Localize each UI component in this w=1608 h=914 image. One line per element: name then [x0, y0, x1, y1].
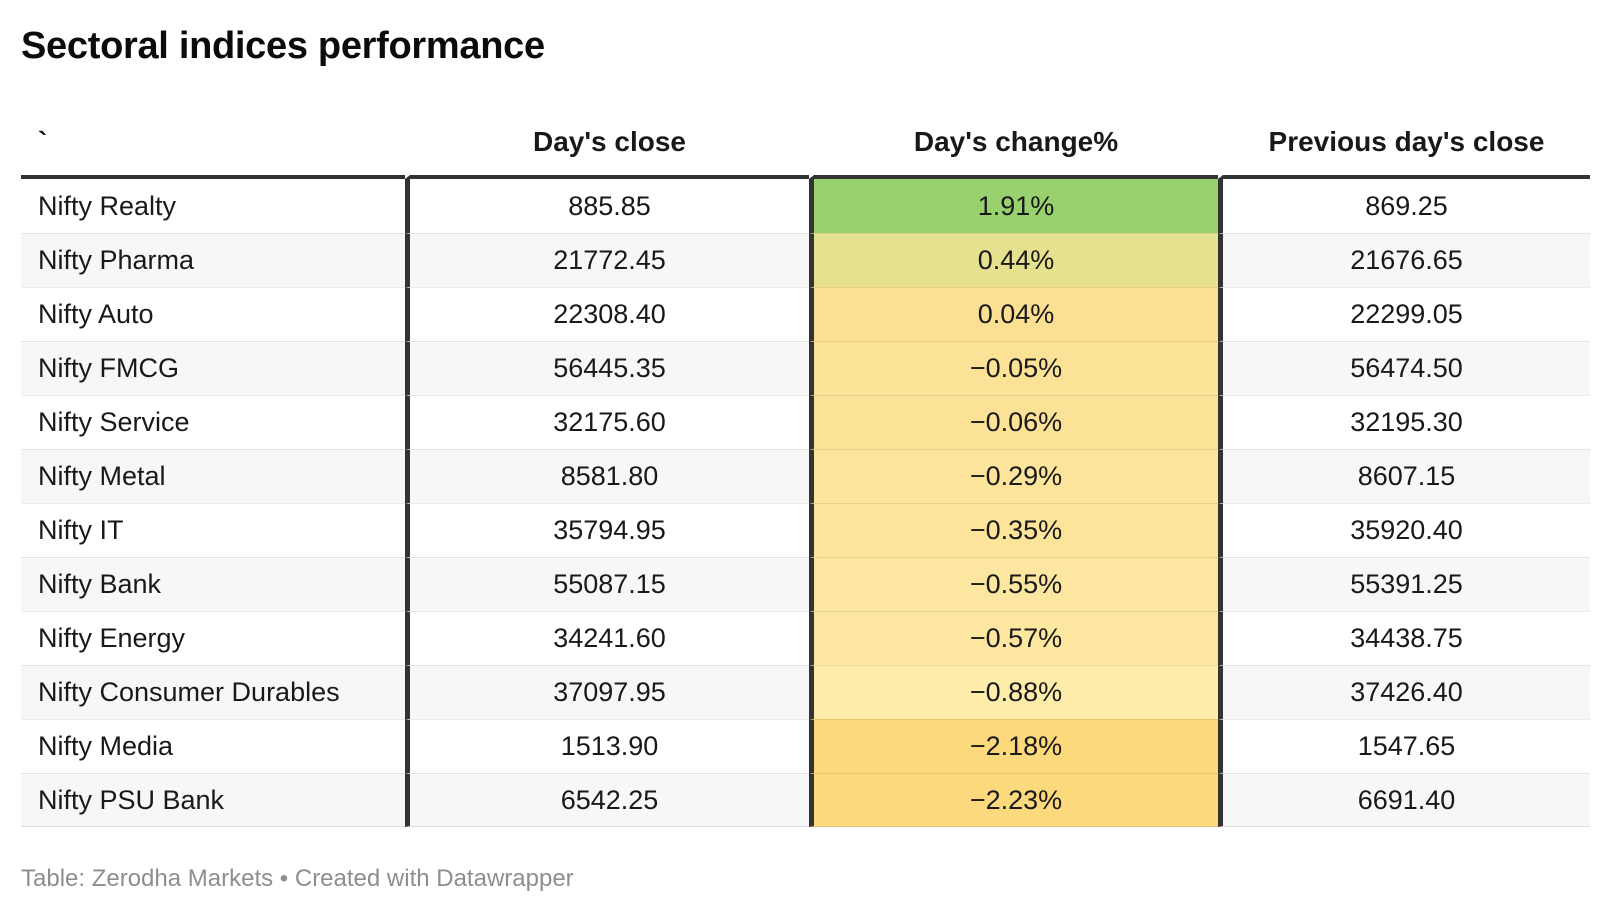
previous-close-cell: 55391.25: [1218, 557, 1590, 611]
previous-close-cell: 22299.05: [1218, 287, 1590, 341]
days-change-cell: −0.35%: [809, 503, 1218, 557]
index-name-cell: Nifty IT: [21, 503, 405, 557]
index-name-cell: Nifty Bank: [21, 557, 405, 611]
previous-close-cell: 34438.75: [1218, 611, 1590, 665]
days-close-cell: 35794.95: [405, 503, 809, 557]
previous-close-cell: 869.25: [1218, 179, 1590, 233]
column-header-days-change: Day's change%: [809, 109, 1218, 179]
days-close-cell: 21772.45: [405, 233, 809, 287]
days-close-cell: 885.85: [405, 179, 809, 233]
table-row: Nifty Pharma 21772.45 0.44% 21676.65: [21, 233, 1590, 287]
table-row: Nifty Media 1513.90 −2.18% 1547.65: [21, 719, 1590, 773]
table-row: Nifty Bank 55087.15 −0.55% 55391.25: [21, 557, 1590, 611]
index-name-cell: Nifty Media: [21, 719, 405, 773]
days-close-cell: 6542.25: [405, 773, 809, 827]
days-change-cell: 0.04%: [809, 287, 1218, 341]
page-title: Sectoral indices performance: [21, 25, 545, 67]
days-change-cell: −0.05%: [809, 341, 1218, 395]
table-row: Nifty IT 35794.95 −0.35% 35920.40: [21, 503, 1590, 557]
days-close-cell: 32175.60: [405, 395, 809, 449]
days-change-cell: −0.88%: [809, 665, 1218, 719]
index-name-cell: Nifty PSU Bank: [21, 773, 405, 827]
previous-close-cell: 35920.40: [1218, 503, 1590, 557]
table-body: Nifty Realty 885.85 1.91% 869.25 Nifty P…: [21, 179, 1590, 827]
previous-close-cell: 8607.15: [1218, 449, 1590, 503]
previous-close-cell: 21676.65: [1218, 233, 1590, 287]
column-header-days-close: Day's close: [405, 109, 809, 179]
days-close-cell: 37097.95: [405, 665, 809, 719]
table-row: Nifty Metal 8581.80 −0.29% 8607.15: [21, 449, 1590, 503]
days-change-cell: −2.18%: [809, 719, 1218, 773]
days-close-cell: 1513.90: [405, 719, 809, 773]
days-change-cell: −2.23%: [809, 773, 1218, 827]
sector-indices-table: ` Day's close Day's change% Previous day…: [21, 109, 1590, 827]
days-change-cell: −0.29%: [809, 449, 1218, 503]
days-close-cell: 8581.80: [405, 449, 809, 503]
column-header-index-name: `: [21, 109, 405, 179]
days-change-cell: −0.57%: [809, 611, 1218, 665]
source-attribution: Table: Zerodha Markets • Created with Da…: [21, 865, 574, 892]
previous-close-cell: 56474.50: [1218, 341, 1590, 395]
index-name-cell: Nifty Consumer Durables: [21, 665, 405, 719]
index-name-cell: Nifty Auto: [21, 287, 405, 341]
table-header: ` Day's close Day's change% Previous day…: [21, 109, 1590, 179]
index-name-cell: Nifty Energy: [21, 611, 405, 665]
days-close-cell: 34241.60: [405, 611, 809, 665]
index-name-cell: Nifty Metal: [21, 449, 405, 503]
index-name-cell: Nifty Realty: [21, 179, 405, 233]
previous-close-cell: 1547.65: [1218, 719, 1590, 773]
index-name-cell: Nifty Service: [21, 395, 405, 449]
index-name-cell: Nifty FMCG: [21, 341, 405, 395]
table-row: Nifty Service 32175.60 −0.06% 32195.30: [21, 395, 1590, 449]
days-change-cell: −0.06%: [809, 395, 1218, 449]
previous-close-cell: 37426.40: [1218, 665, 1590, 719]
column-header-previous-close: Previous day's close: [1218, 109, 1590, 179]
days-change-cell: −0.55%: [809, 557, 1218, 611]
table-row: Nifty FMCG 56445.35 −0.05% 56474.50: [21, 341, 1590, 395]
table-row: Nifty Auto 22308.40 0.04% 22299.05: [21, 287, 1590, 341]
datawrapper-table-chart: Sectoral indices performance ` Day's clo…: [21, 25, 1590, 892]
days-close-cell: 55087.15: [405, 557, 809, 611]
days-close-cell: 56445.35: [405, 341, 809, 395]
days-change-cell: 1.91%: [809, 179, 1218, 233]
table-row: Nifty Energy 34241.60 −0.57% 34438.75: [21, 611, 1590, 665]
table-row: Nifty PSU Bank 6542.25 −2.23% 6691.40: [21, 773, 1590, 827]
table-row: Nifty Realty 885.85 1.91% 869.25: [21, 179, 1590, 233]
days-close-cell: 22308.40: [405, 287, 809, 341]
table-row: Nifty Consumer Durables 37097.95 −0.88% …: [21, 665, 1590, 719]
index-name-cell: Nifty Pharma: [21, 233, 405, 287]
previous-close-cell: 32195.30: [1218, 395, 1590, 449]
days-change-cell: 0.44%: [809, 233, 1218, 287]
header-row: ` Day's close Day's change% Previous day…: [21, 109, 1590, 179]
previous-close-cell: 6691.40: [1218, 773, 1590, 827]
